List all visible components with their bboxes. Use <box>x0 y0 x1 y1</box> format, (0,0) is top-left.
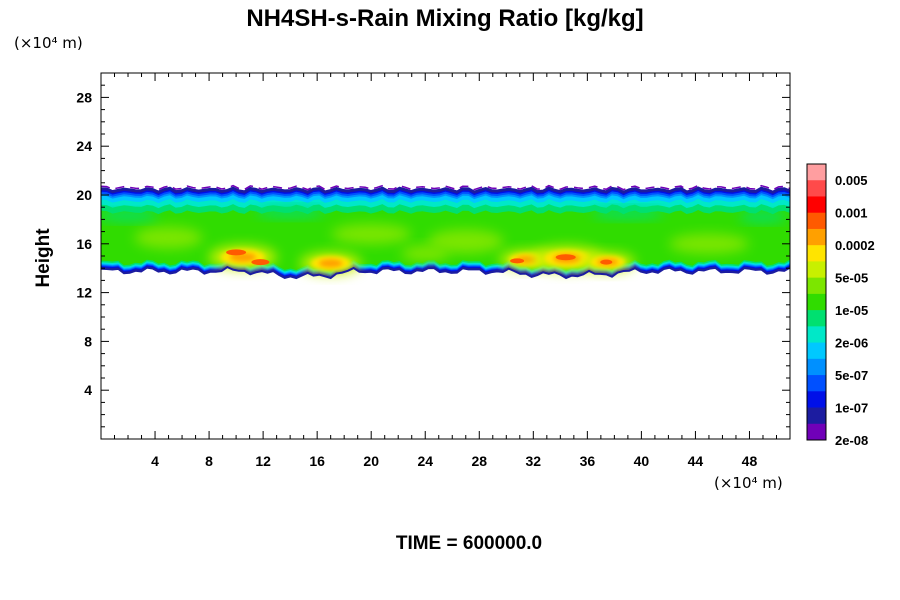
x-tick-label: 40 <box>634 453 650 469</box>
x-tick-label: 4 <box>151 453 159 469</box>
y-tick-label: 24 <box>76 138 92 154</box>
cloud-base-edge <box>101 265 790 280</box>
colorbar-swatch <box>807 342 826 360</box>
colorbar-swatch <box>807 180 826 197</box>
contour-patch <box>256 207 325 218</box>
colorbar-swatch <box>807 326 826 343</box>
contour-core <box>251 259 270 266</box>
contour-patch <box>427 229 504 254</box>
colorbar-swatch <box>807 212 826 230</box>
colorbar-swatch <box>807 196 826 214</box>
y-tick-label: 28 <box>76 89 92 105</box>
y-tick-label: 12 <box>76 285 92 301</box>
y-tick-label: 8 <box>84 333 92 349</box>
contour-core <box>600 259 613 265</box>
colorbar-swatch <box>807 261 826 279</box>
colorbar-swatch <box>807 407 826 425</box>
y-unit-label: (×10⁴ m) <box>14 34 83 52</box>
x-tick-label: 8 <box>205 453 213 469</box>
contour-patch <box>331 224 412 245</box>
y-tick-label: 20 <box>76 187 92 203</box>
chart-title: NH4SH-s-Rain Mixing Ratio [kg/kg] <box>246 5 643 32</box>
y-axis: 4 8 12 16 20 24 28 <box>76 84 790 428</box>
colorbar-swatch <box>807 245 826 262</box>
colorbar-swatch <box>807 358 826 376</box>
colorbar-frame <box>806 163 827 441</box>
colorbar-label: 1e-05 <box>835 303 868 318</box>
colorbar-label: 1e-07 <box>835 401 868 416</box>
contour-patch <box>401 245 450 262</box>
colorbar-swatch <box>807 277 826 295</box>
contour-core <box>318 259 343 268</box>
colorbar: 0.005 0.001 0.0002 5e-05 1e-05 2e-06 5e-07 1e-0… <box>806 163 875 448</box>
colorbar-label: 5e-07 <box>835 368 868 383</box>
x-tick-label: 32 <box>526 453 542 469</box>
colorbar-label: 2e-06 <box>835 336 868 351</box>
y-tick-label: 16 <box>76 236 92 252</box>
y-tick-label: 4 <box>84 382 92 398</box>
contour-patch <box>591 208 664 219</box>
cloud-top-streak <box>101 184 790 191</box>
colorbar-swatch <box>807 423 826 441</box>
cloud-top-edge <box>101 186 790 194</box>
x-axis: 4 8 12 16 20 24 28 32 36 40 44 48 <box>114 73 777 469</box>
colorbar-swatch <box>807 293 826 311</box>
colorbar-label: 0.001 <box>835 206 868 221</box>
colorbar-label: 0.005 <box>835 173 868 188</box>
x-unit-label: (×10⁴ m) <box>714 474 783 492</box>
x-tick-label: 44 <box>688 453 704 469</box>
contour-core <box>226 249 247 256</box>
colorbar-label: 0.0002 <box>835 238 875 253</box>
colorbar-swatch <box>807 391 826 408</box>
time-label: TIME = 600000.0 <box>396 533 542 554</box>
contour-patch <box>738 211 787 222</box>
x-tick-label: 24 <box>417 453 433 469</box>
x-tick-label: 12 <box>255 453 271 469</box>
colorbar-label: 5e-05 <box>835 271 868 286</box>
x-tick-label: 28 <box>471 453 487 469</box>
colorbar-label: 2e-08 <box>835 433 868 448</box>
colorbar-swatch <box>807 310 826 327</box>
contour-core <box>510 258 525 264</box>
mixing-ratio-field <box>101 184 790 280</box>
x-tick-label: 20 <box>363 453 379 469</box>
colorbar-swatch <box>807 164 826 181</box>
x-tick-label: 48 <box>742 453 758 469</box>
contour-patch <box>134 226 203 249</box>
colorbar-swatch <box>807 228 826 246</box>
x-tick-label: 16 <box>309 453 325 469</box>
contour-patch <box>101 210 159 221</box>
colorbar-swatch <box>807 375 826 392</box>
x-tick-label: 36 <box>580 453 596 469</box>
contour-patch <box>668 233 749 254</box>
contour-core <box>555 254 576 261</box>
y-axis-label: Height <box>33 228 54 288</box>
